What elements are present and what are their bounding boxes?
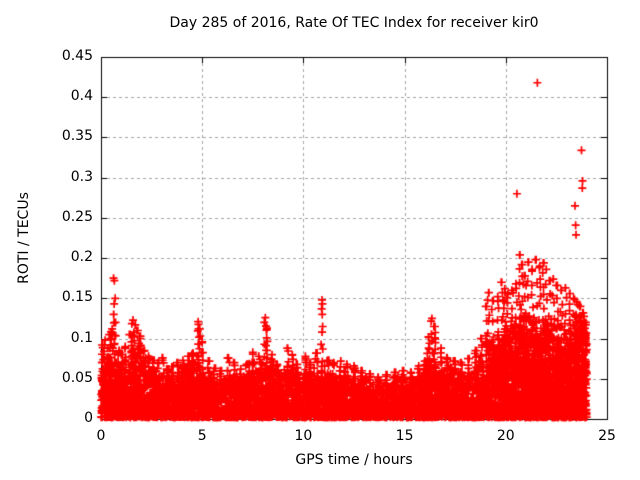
y-axis-label: ROTI / TECUs	[16, 192, 32, 284]
chart-title: Day 285 of 2016, Rate Of TEC Index for r…	[169, 15, 539, 31]
y-tick-label: 0.45	[61, 48, 93, 64]
x-tick-label: 20	[496, 428, 515, 444]
y-tick-label: 0.1	[70, 329, 93, 346]
y-tick-label: 0.3	[70, 168, 93, 185]
y-tick-label: 0	[84, 410, 93, 426]
y-tick-label: 0.25	[61, 208, 93, 225]
y-tick-label: 0.05	[61, 369, 93, 386]
x-tick-label: 10	[294, 428, 313, 444]
y-tick-label: 0.35	[61, 128, 93, 145]
x-tick-label: 25	[598, 428, 616, 444]
x-axis-label: GPS time / hours	[295, 452, 413, 468]
x-tick-label: 5	[197, 428, 207, 444]
x-tick-label: 0	[96, 428, 106, 444]
y-tick-label: 0.15	[61, 289, 93, 306]
y-tick-label: 0.4	[70, 88, 93, 105]
y-tick-label: 0.2	[70, 249, 93, 266]
x-tick-label: 15	[395, 428, 414, 444]
